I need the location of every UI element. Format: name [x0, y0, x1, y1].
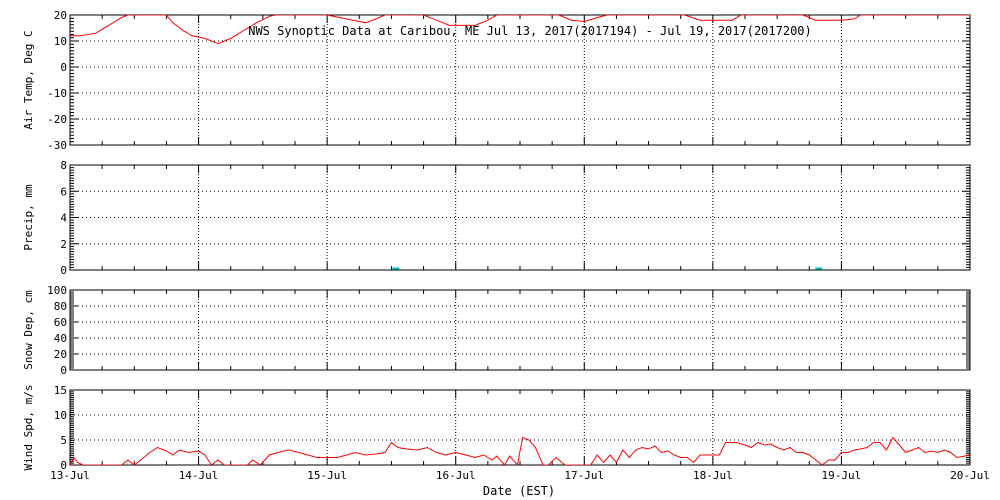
snow_depth-panel-frame [69, 289, 971, 371]
wind_speed-y-tick-label: 5 [60, 434, 67, 447]
precip-y-tick-label: 6 [60, 185, 67, 198]
precip-y-tick-label: 0 [60, 264, 67, 277]
x-tick-label: 16-Jul [436, 469, 476, 482]
wind_speed-y-tick-label: 0 [60, 459, 67, 472]
x-axis-label: Date (EST) [483, 484, 555, 498]
snow_depth-y-tick-label: 100 [47, 284, 67, 297]
precip-y-tick-label: 2 [60, 238, 67, 251]
snow_depth-y-tick-label: 20 [54, 348, 67, 361]
snow_depth-y-axis-label: Snow Dep, cm [22, 290, 35, 370]
air_temp-y-tick-label: 20 [54, 9, 67, 22]
precip-y-axis-label: Precip, mm [22, 184, 35, 251]
precip-y-tick-label: 8 [60, 159, 67, 172]
wind_speed-y-tick-label: 10 [54, 409, 67, 422]
snow_depth-y-tick-label: 60 [54, 316, 67, 329]
air_temp-y-tick-label: 10 [54, 35, 67, 48]
precip-y-tick-label: 4 [60, 212, 67, 225]
x-tick-label: 19-Jul [822, 469, 862, 482]
snow_depth-y-tick-label: 0 [60, 364, 67, 377]
precip-bar [392, 267, 400, 270]
x-tick-label: 13-Jul [50, 469, 90, 482]
air_temp-y-tick-label: -30 [47, 139, 67, 152]
x-tick-label: 14-Jul [179, 469, 219, 482]
air_temp-y-axis-label: Air Temp, Deg C [22, 30, 35, 129]
snow_depth-y-tick-label: 40 [54, 332, 67, 345]
x-tick-label: 15-Jul [307, 469, 347, 482]
wind_speed-y-tick-label: 15 [54, 384, 67, 397]
precip-bar [815, 267, 823, 270]
air_temp-y-tick-label: 0 [60, 61, 67, 74]
wind_speed-series-line [70, 436, 970, 465]
air_temp-series-line [70, 15, 970, 45]
snow_depth-y-tick-label: 80 [54, 300, 67, 313]
air_temp-y-tick-label: -10 [47, 87, 67, 100]
x-tick-label: 18-Jul [693, 469, 733, 482]
x-tick-label: 20-Jul [950, 469, 990, 482]
wind_speed-y-axis-label: Wind Spd, m/s [22, 384, 35, 470]
chart-title: NWS Synoptic Data at Caribou, ME Jul 13,… [248, 24, 812, 38]
air_temp-y-tick-label: -20 [47, 113, 67, 126]
x-tick-label: 17-Jul [564, 469, 604, 482]
